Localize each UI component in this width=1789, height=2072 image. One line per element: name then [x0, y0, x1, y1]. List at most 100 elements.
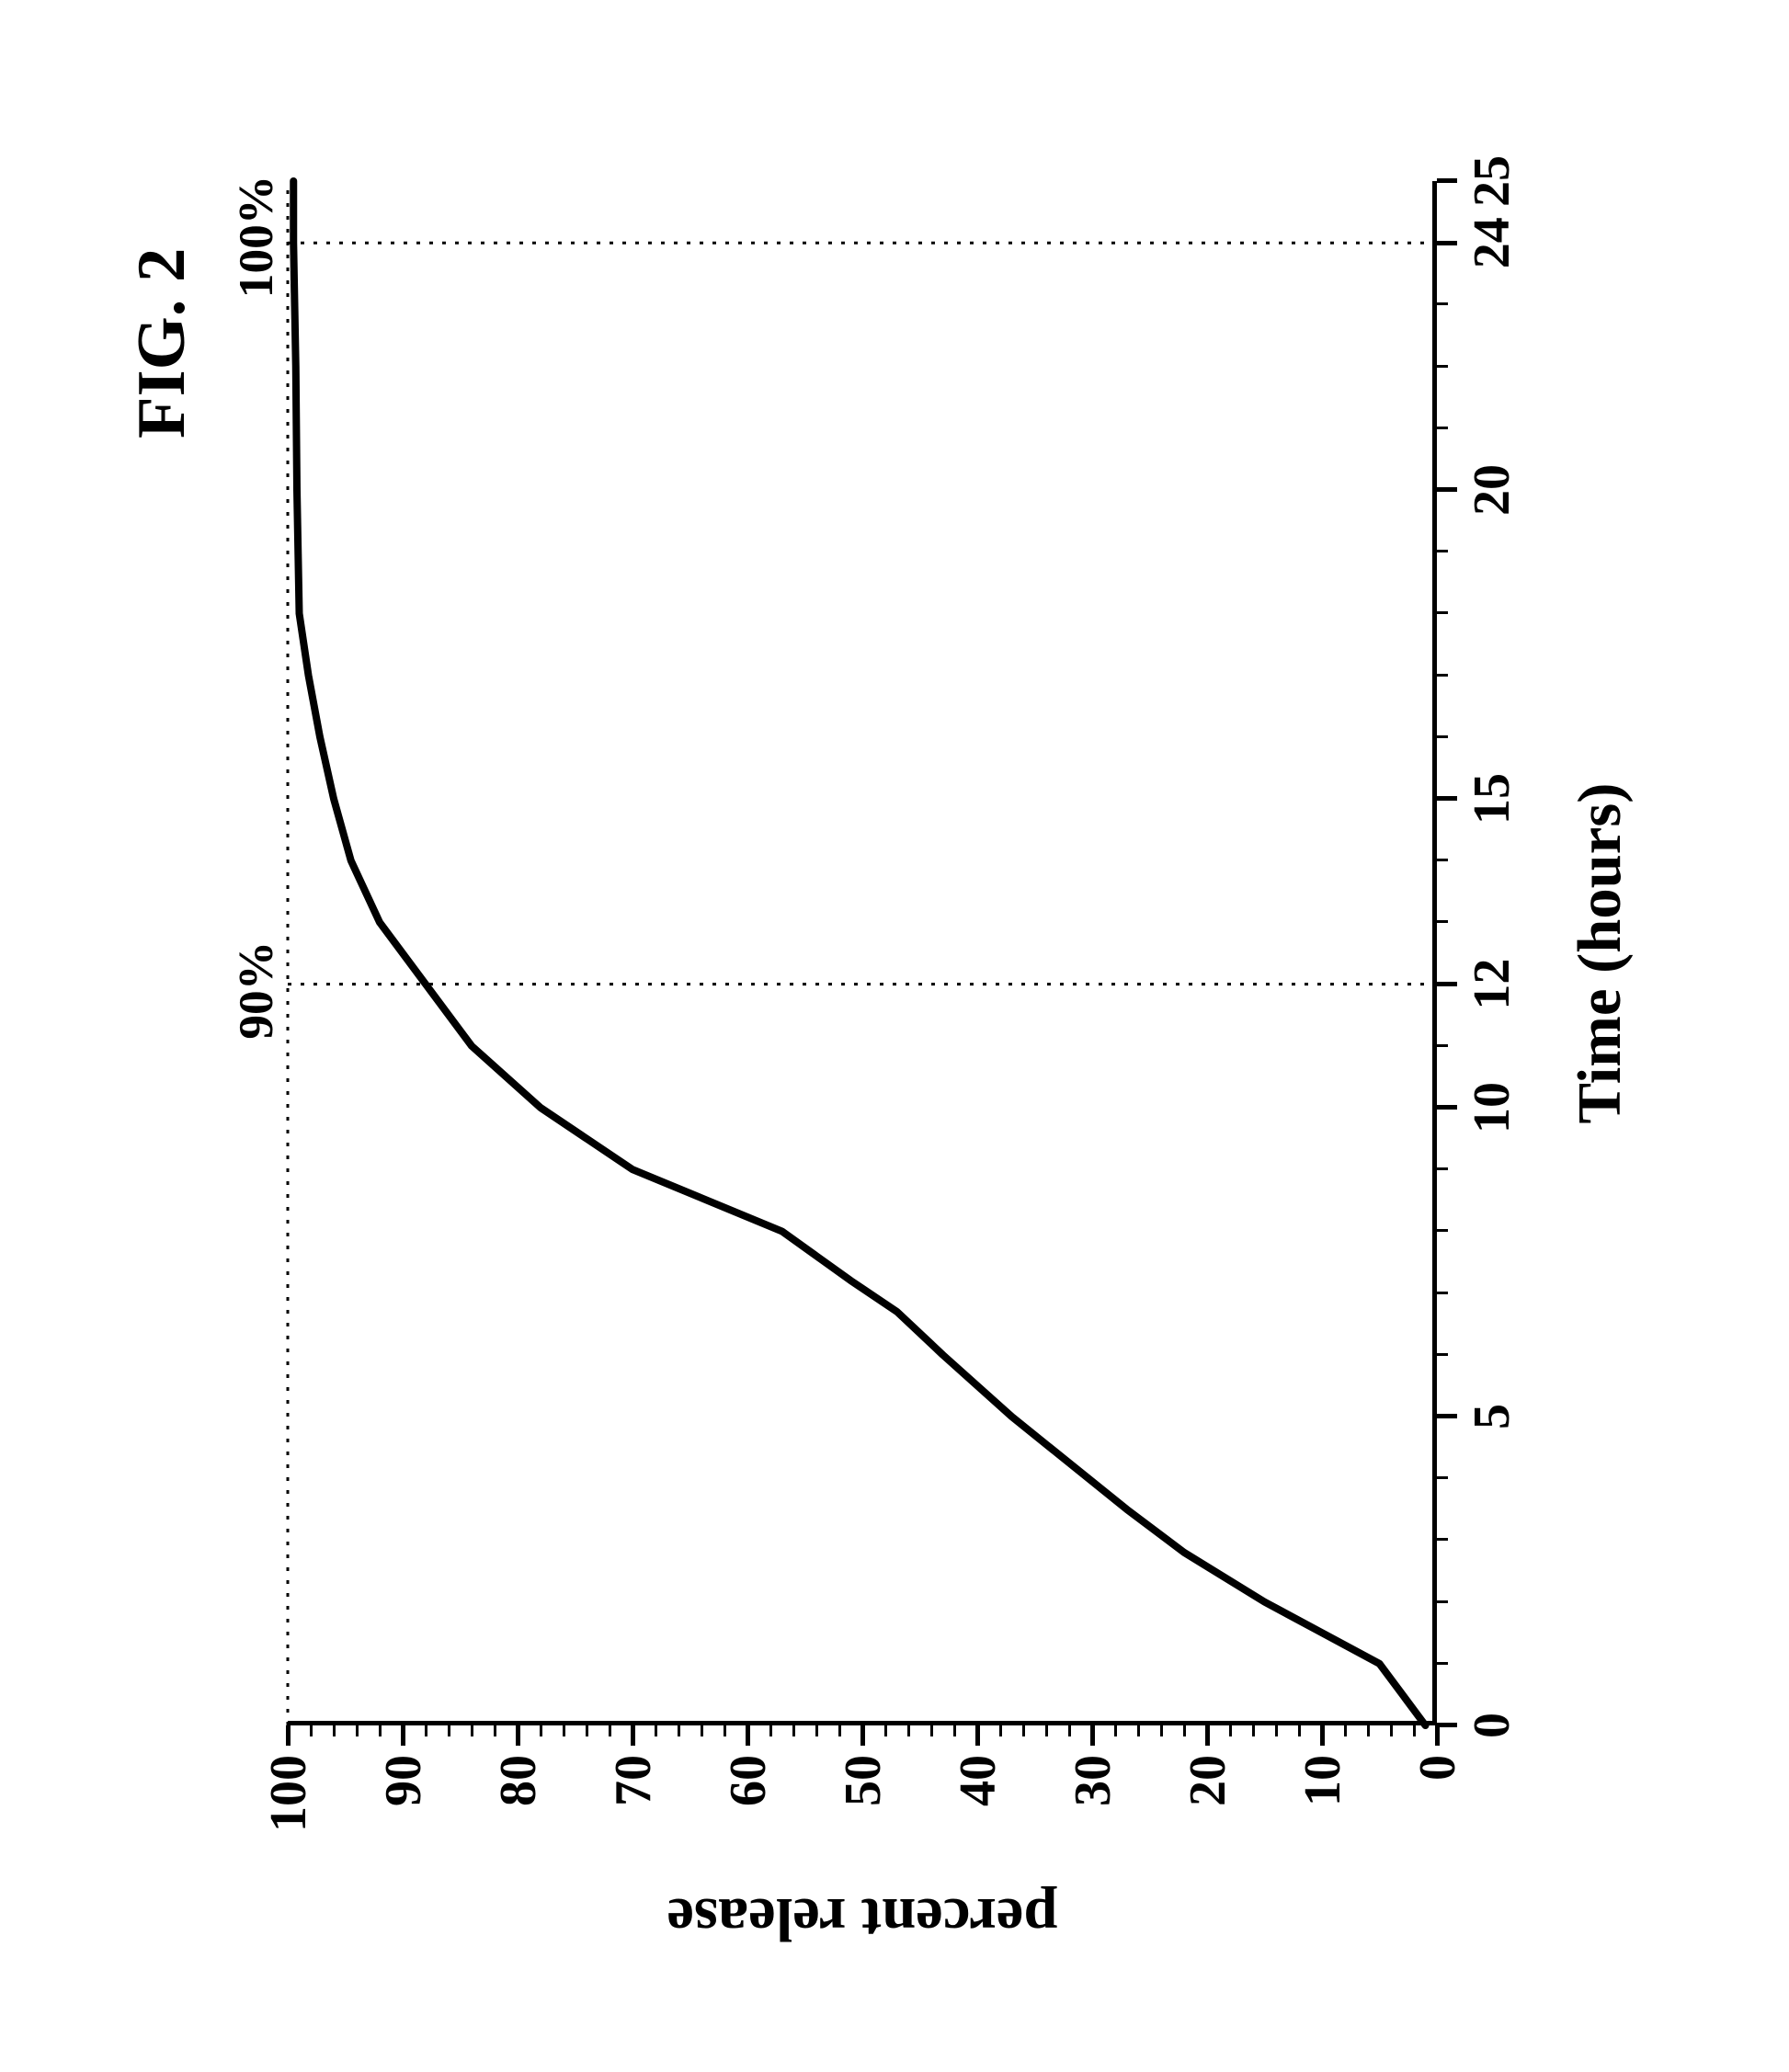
- y-tick-minor: [1367, 1725, 1370, 1736]
- y-tick: [401, 1725, 405, 1746]
- y-tick: [516, 1725, 520, 1746]
- y-tick-label: 0: [1408, 1755, 1467, 1856]
- y-tick: [1435, 1725, 1440, 1746]
- y-tick-minor: [1413, 1725, 1416, 1736]
- x-tick: [1437, 241, 1457, 245]
- y-tick-minor: [1114, 1725, 1117, 1736]
- y-tick-minor: [356, 1725, 359, 1736]
- x-tick-minor: [1437, 365, 1448, 368]
- y-tick-minor: [815, 1725, 818, 1736]
- x-tick: [1437, 488, 1457, 493]
- x-tick-minor: [1437, 1167, 1448, 1170]
- y-tick-minor: [999, 1725, 1002, 1736]
- y-tick-minor: [425, 1725, 427, 1736]
- y-tick-minor: [1183, 1725, 1186, 1736]
- x-tick-minor: [1437, 550, 1448, 552]
- y-tick-minor: [792, 1725, 795, 1736]
- y-tick-minor: [678, 1725, 680, 1736]
- x-tick-minor: [1437, 1044, 1448, 1047]
- y-tick-minor: [1045, 1725, 1048, 1736]
- x-tick-minor: [1437, 1538, 1448, 1541]
- y-tick-label: 10: [1293, 1755, 1352, 1856]
- x-tick-label: 15: [1463, 744, 1521, 854]
- x-tick-minor: [1437, 735, 1448, 738]
- x-tick: [1437, 1415, 1457, 1419]
- x-tick-label: 20: [1463, 435, 1521, 545]
- x-tick-minor: [1437, 611, 1448, 614]
- y-tick: [1205, 1725, 1210, 1746]
- y-tick-minor: [884, 1725, 887, 1736]
- y-tick-minor: [930, 1725, 933, 1736]
- y-axis-label: percent release: [632, 1884, 1092, 1953]
- y-tick-minor: [1229, 1725, 1232, 1736]
- y-tick-minor: [609, 1725, 611, 1736]
- y-tick-minor: [1252, 1725, 1255, 1736]
- x-tick-label: 12: [1463, 929, 1521, 1040]
- reference-annotation: 100%: [227, 176, 284, 298]
- x-tick-label: 0: [1463, 1670, 1521, 1781]
- y-tick-minor: [724, 1725, 726, 1736]
- x-tick-minor: [1437, 1353, 1448, 1356]
- y-tick-label: 90: [374, 1755, 433, 1856]
- y-tick-minor: [907, 1725, 910, 1736]
- y-tick-minor: [333, 1725, 336, 1736]
- y-tick-minor: [310, 1725, 313, 1736]
- y-tick-minor: [1390, 1725, 1393, 1736]
- x-tick-minor: [1437, 920, 1448, 923]
- series-layer: [288, 181, 1437, 1725]
- x-axis-line: [1432, 181, 1437, 1725]
- x-tick-minor: [1437, 1476, 1448, 1479]
- y-tick-minor: [838, 1725, 841, 1736]
- x-tick-minor: [1437, 427, 1448, 429]
- y-tick: [746, 1725, 750, 1746]
- chart-canvas: FIG. 2 0 10 20 30 40 50 60 70 80 90 100 0 5 10 12 15 20 2…: [67, 71, 1722, 2001]
- x-tick: [1437, 1724, 1457, 1728]
- y-tick: [286, 1725, 291, 1746]
- x-tick-minor: [1437, 1292, 1448, 1294]
- y-tick-minor: [448, 1725, 450, 1736]
- y-tick-minor: [1022, 1725, 1025, 1736]
- x-tick-minor: [1437, 1662, 1448, 1665]
- y-tick-label: 50: [834, 1755, 893, 1856]
- x-tick-minor: [1437, 674, 1448, 677]
- y-tick-minor: [1275, 1725, 1278, 1736]
- y-tick-minor: [953, 1725, 956, 1736]
- y-tick-label: 40: [949, 1755, 1008, 1856]
- y-tick: [631, 1725, 635, 1746]
- y-tick: [975, 1725, 980, 1746]
- figure-title: FIG. 2: [122, 248, 201, 438]
- y-tick-minor: [471, 1725, 473, 1736]
- x-tick-minor: [1437, 1229, 1448, 1232]
- y-tick-minor: [563, 1725, 565, 1736]
- x-axis-label: Time (hours): [1566, 751, 1635, 1156]
- x-tick-label: 10: [1463, 1053, 1521, 1163]
- y-tick-minor: [1068, 1725, 1071, 1736]
- y-tick-minor: [1344, 1725, 1347, 1736]
- y-tick-minor: [379, 1725, 382, 1736]
- y-tick-label: 60: [719, 1755, 778, 1856]
- x-tick: [1437, 179, 1457, 184]
- y-tick-minor: [655, 1725, 657, 1736]
- y-tick-label: 30: [1064, 1755, 1122, 1856]
- x-tick-minor: [1437, 859, 1448, 861]
- y-tick: [860, 1725, 865, 1746]
- y-tick: [1320, 1725, 1325, 1746]
- reference-annotation: 90%: [227, 941, 284, 1040]
- x-tick: [1437, 1106, 1457, 1110]
- page: FIG. 2 0 10 20 30 40 50 60 70 80 90 100 0 5 10 12 15 20 2…: [0, 0, 1789, 2072]
- x-tick-label: 5: [1463, 1361, 1521, 1472]
- y-tick-label: 70: [604, 1755, 663, 1856]
- x-tick-label: 25: [1463, 126, 1521, 236]
- y-tick-minor: [494, 1725, 496, 1736]
- y-tick-label: 20: [1179, 1755, 1237, 1856]
- y-tick-label: 100: [259, 1755, 318, 1856]
- y-tick-minor: [586, 1725, 588, 1736]
- release-curve: [293, 181, 1425, 1725]
- y-tick-minor: [701, 1725, 703, 1736]
- x-tick: [1437, 797, 1457, 802]
- y-tick-minor: [1298, 1725, 1301, 1736]
- y-tick: [1090, 1725, 1095, 1746]
- x-tick: [1437, 982, 1457, 986]
- y-tick-label: 80: [489, 1755, 548, 1856]
- y-tick-minor: [540, 1725, 542, 1736]
